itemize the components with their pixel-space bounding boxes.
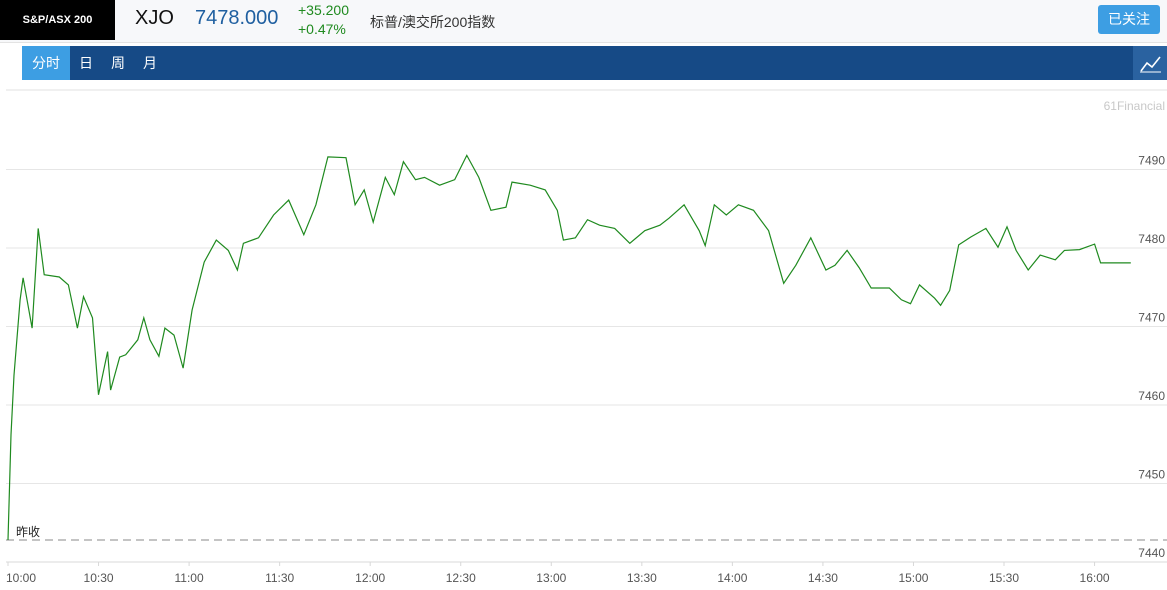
x-tick-label: 15:30 [989,571,1019,585]
y-tick-label: 7450 [1138,468,1165,482]
x-tick-label: 11:30 [265,571,294,585]
header [0,0,1167,43]
x-tick-label: 10:00 [6,571,36,585]
chart-icon[interactable] [1133,46,1167,80]
tab[interactable]: 月 [143,55,157,71]
x-tick-label: 15:00 [898,571,928,585]
y-tick-label: 7440 [1138,546,1165,560]
x-tick-label: 14:00 [717,571,747,585]
watermark: 61Financial [1104,99,1165,113]
x-tick-label: 10:30 [84,571,114,585]
y-tick-label: 7470 [1138,311,1165,325]
tabs: 分时日 周 月 [22,46,166,80]
price-line [7,154,1131,541]
index-name: 标普/澳交所200指数 [370,14,496,30]
x-tick-label: 13:00 [536,571,566,585]
change-pct: +0.47% [298,21,346,37]
tab[interactable]: 分时 [22,46,70,80]
icon [1140,56,1161,73]
nav-bar [22,46,1167,80]
tab[interactable]: 周 [111,55,125,71]
x-tick-label: 12:30 [446,571,476,585]
x-tick-label: 11:00 [175,571,204,585]
y-tick-label: 7460 [1138,389,1165,403]
x-tick-label: 12:00 [355,571,385,585]
logo: S&P/ASX 200 [0,0,115,40]
x-tick-label: 16:00 [1080,571,1110,585]
x-tick-label: 14:30 [808,571,838,585]
tab[interactable]: 日 [79,55,93,71]
symbol: XJO [135,7,174,29]
y-tick-label: 7490 [1138,154,1165,168]
change: +35.200 [298,2,349,18]
y-tick-label: 7480 [1138,232,1165,246]
prev-close-label: 昨收 [16,525,40,539]
follow-button[interactable]: 已关注 [1098,5,1160,34]
price: 7478.000 [195,7,279,29]
x-tick-label: 13:30 [627,571,657,585]
